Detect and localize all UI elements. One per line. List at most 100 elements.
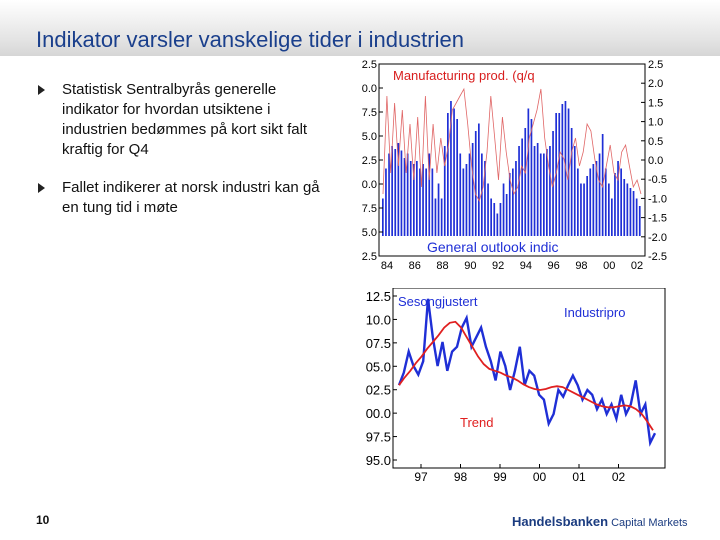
chart2-x-tick-label: 99 (493, 470, 507, 484)
slide-title: Indikator varsler vanskelige tider i ind… (36, 27, 464, 52)
chart1-bar (468, 153, 471, 236)
chart1-bar (385, 168, 387, 236)
chart1-bar (580, 183, 582, 236)
chart1-bar (546, 149, 548, 236)
chart1-bottom-label: General outlook indic (427, 239, 559, 255)
chart1-bar (608, 183, 610, 236)
chart1-right-tick-label: 1.5 (648, 97, 663, 109)
chart1-bar (456, 119, 458, 236)
chart1-bar (524, 128, 527, 236)
bullet-item: Fallet indikerer at norsk industri kan g… (36, 178, 336, 218)
chart1-right-tick-label: -2.0 (648, 232, 667, 244)
chart1-bar (437, 183, 440, 236)
chart1-bar (471, 143, 474, 236)
chart1-bar (443, 146, 446, 236)
chart1-bar (638, 206, 641, 236)
chart2-y-tick-label: 10.0 (366, 312, 391, 327)
chart2-plot-frame (392, 288, 666, 469)
chart1-bar (505, 194, 508, 236)
chart2-y-tick-label: 12.5 (366, 289, 391, 304)
chart1-bar (394, 149, 397, 236)
chart1-x-tick-label: 84 (381, 260, 393, 272)
chart2-y-tick-label: 05.0 (366, 359, 391, 374)
chart1-bar (530, 119, 533, 236)
chart1-bar (617, 161, 619, 236)
chart1-bar (508, 173, 511, 236)
chart1-bar (586, 176, 588, 236)
chart1-left-tick-label: 7.5 (362, 203, 377, 215)
chart1-x-tick-label: 88 (436, 260, 448, 272)
chart1-x-tick-label: 00 (603, 260, 615, 272)
chart1-right-tick-label: 0.0 (648, 155, 663, 167)
chart1-x-tick-label: 92 (492, 260, 504, 272)
chart2-x-tick-label: 02 (612, 470, 626, 484)
chart1-bar (403, 158, 406, 236)
chart1-bar (543, 153, 545, 236)
chart1-right-tick-label: -1.5 (648, 213, 667, 225)
chart1-bar (425, 168, 427, 236)
chart1-bar (515, 161, 517, 236)
chart2-title: Sesongjustert (398, 294, 478, 309)
brand-main: Handelsbanken (512, 514, 609, 529)
chart1-bar (536, 143, 539, 236)
chart1-x-tick-label: 86 (409, 260, 421, 272)
chart1-bar (474, 131, 477, 236)
chart1-bar (484, 161, 486, 236)
chart1-bar (629, 188, 632, 236)
chart1-bar (589, 168, 592, 236)
chart1-bar (496, 213, 499, 236)
chart1-right-tick-label: 2.5 (648, 59, 663, 71)
chart1-left-tick-label: 5.0 (362, 227, 377, 239)
chart1-left-tick-label: 2.5 (362, 59, 377, 71)
chart1-bar (499, 203, 502, 236)
chart2-y-tick-label: 07.5 (366, 336, 391, 351)
chart1-bar (614, 173, 616, 236)
chart1-bar (409, 161, 412, 236)
chart1-bar (413, 164, 415, 236)
chart1-line (382, 87, 642, 203)
chart1-bar (450, 101, 452, 236)
chart1-bar (521, 138, 523, 236)
chart1-bar (400, 150, 403, 236)
chart1-bar (459, 153, 462, 236)
chart2-x-tick-label: 98 (454, 470, 468, 484)
chart1-bar (573, 146, 576, 236)
chart1-x-tick-label: 98 (575, 260, 587, 272)
chart1-bar (527, 108, 530, 236)
chart1-bar (502, 183, 505, 236)
chart1-left-tick-label: 0.0 (362, 179, 377, 191)
chart1-bar (419, 168, 421, 236)
chart2-y-tick-label: 95.0 (366, 453, 391, 468)
chart1-left-tick-label: 0.0 (362, 83, 377, 95)
title-bar: Indikator varsler vanskelige tider i ind… (0, 0, 720, 56)
chart1-right-tick-label: 0.5 (648, 136, 663, 148)
chart1-bar (465, 164, 468, 236)
chart1-bar (598, 153, 601, 236)
chart1-x-tick-label: 96 (548, 260, 560, 272)
chart1-left-tick-label: 5.0 (362, 131, 377, 143)
chart1-bar (518, 146, 520, 236)
chart1-bar (434, 198, 437, 236)
chart1-bar (539, 153, 542, 236)
chart1-left-tick-label: 2.5 (362, 251, 377, 263)
chart2-y-tick-label: 97.5 (366, 430, 391, 445)
chart1-bar (570, 128, 573, 236)
bullet-item: Statistisk Sentralbyrås generelle indika… (36, 80, 336, 160)
chart1-bar (440, 198, 443, 236)
chart1-bar (388, 153, 390, 236)
brand-logo: Handelsbanken Capital Markets (512, 514, 688, 529)
bullet-list: Statistisk Sentralbyrås generelle indika… (36, 80, 336, 236)
bullet-text: Fallet indikerer at norsk industri kan g… (62, 179, 320, 216)
chart1-left-tick-label: 2.5 (362, 155, 377, 167)
chart1-right-tick-label: -1.0 (648, 193, 667, 205)
chart1-bar (558, 113, 561, 236)
manufacturing-chart: Manufacturing prod. (q/q General outlook… (362, 59, 667, 272)
triangle-bullet-icon (38, 85, 45, 95)
chart1-right-tick-label: 2.0 (648, 78, 663, 90)
chart1-bar (481, 153, 483, 236)
chart1-bar (512, 168, 514, 236)
chart2-y-tick-label: 00.0 (366, 406, 391, 421)
chart1-x-tick-label: 94 (520, 260, 532, 272)
chart1-bar (453, 108, 455, 236)
chart1-bar (422, 164, 424, 236)
